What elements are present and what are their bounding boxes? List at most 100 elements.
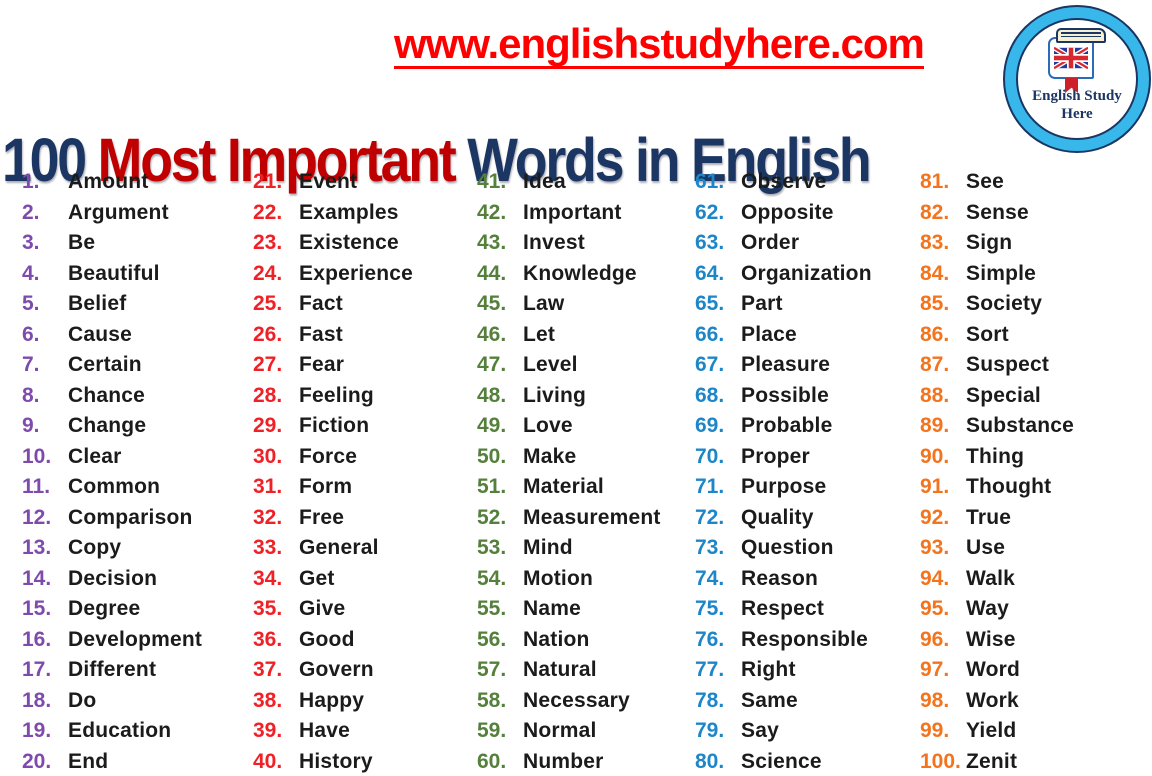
item-word: Necessary bbox=[523, 688, 630, 712]
item-number: 31. bbox=[253, 475, 283, 499]
item-number: 62. bbox=[695, 200, 725, 224]
item-number: 55. bbox=[477, 597, 507, 621]
item-word: Give bbox=[299, 597, 346, 621]
word-list-item: 79. Say bbox=[695, 719, 872, 743]
item-number: 70. bbox=[695, 444, 725, 468]
item-word: Amount bbox=[68, 170, 149, 193]
book-cover bbox=[1048, 37, 1094, 79]
website-url-link[interactable]: www.englishstudyhere.com bbox=[394, 21, 925, 70]
item-word: Examples bbox=[299, 200, 399, 224]
item-number: 25. bbox=[253, 292, 283, 316]
item-word: Sort bbox=[966, 322, 1009, 346]
word-list-item: 32. Free bbox=[253, 506, 413, 530]
item-word: Argument bbox=[68, 200, 169, 224]
item-number: 12. bbox=[22, 505, 52, 529]
word-list-item: 95. Way bbox=[920, 597, 1074, 621]
item-word: Sense bbox=[966, 200, 1029, 224]
word-list-item: 47. Level bbox=[477, 353, 661, 377]
item-word: Quality bbox=[741, 505, 814, 529]
word-list-item: 45. Law bbox=[477, 292, 661, 316]
item-word: Work bbox=[966, 688, 1019, 712]
item-word: Proper bbox=[741, 444, 810, 468]
word-list-item: 38. Happy bbox=[253, 689, 413, 713]
english-study-here-logo: English Study Here bbox=[1003, 5, 1151, 153]
item-number: 73. bbox=[695, 536, 725, 560]
word-list-item: 12. Comparison bbox=[22, 506, 202, 530]
word-list-item: 44. Knowledge bbox=[477, 262, 661, 286]
item-word: Form bbox=[299, 475, 353, 499]
word-list-item: 93. Use bbox=[920, 536, 1074, 560]
item-word: Fast bbox=[299, 322, 343, 346]
item-word: Simple bbox=[966, 261, 1037, 285]
item-word: Belief bbox=[68, 292, 127, 316]
item-word: End bbox=[68, 749, 109, 773]
word-list-item: 25. Fact bbox=[253, 292, 413, 316]
item-number: 64. bbox=[695, 261, 725, 285]
word-list-item: 48. Living bbox=[477, 384, 661, 408]
item-word: Reason bbox=[741, 566, 819, 590]
word-list-item: 19. Education bbox=[22, 719, 202, 743]
item-word: Knowledge bbox=[523, 261, 637, 285]
item-number: 4. bbox=[22, 261, 40, 285]
item-word: Thought bbox=[966, 475, 1052, 499]
item-word: Way bbox=[966, 597, 1009, 621]
word-list-item: 50. Make bbox=[477, 445, 661, 469]
word-list-item: 92. True bbox=[920, 506, 1074, 530]
word-list-item: 61. Observe bbox=[695, 170, 872, 194]
logo-text: English Study Here bbox=[1032, 87, 1122, 123]
word-list-item: 76. Responsible bbox=[695, 628, 872, 652]
item-number: 7. bbox=[22, 353, 40, 377]
item-number: 15. bbox=[22, 597, 52, 621]
item-word: Certain bbox=[68, 353, 142, 377]
item-word: Zenit bbox=[966, 749, 1018, 773]
word-list-item: 9. Change bbox=[22, 414, 202, 438]
item-word: Question bbox=[741, 536, 834, 560]
word-column-5: 81. See 82. Sense 83. Sign 84. Simple 85. Society… bbox=[920, 170, 1074, 774]
word-list-item: 80. Science bbox=[695, 750, 872, 774]
item-word: Cause bbox=[68, 322, 133, 346]
item-word: Different bbox=[68, 658, 157, 682]
item-word: Number bbox=[523, 749, 604, 773]
item-number: 50. bbox=[477, 444, 507, 468]
word-list-item: 23. Existence bbox=[253, 231, 413, 255]
item-number: 14. bbox=[22, 566, 52, 590]
item-word: Change bbox=[68, 414, 147, 438]
item-word: See bbox=[966, 170, 1004, 193]
item-number: 49. bbox=[477, 414, 507, 438]
item-number: 23. bbox=[253, 231, 283, 255]
item-word: Say bbox=[741, 719, 779, 743]
item-number: 30. bbox=[253, 444, 283, 468]
item-number: 34. bbox=[253, 566, 283, 590]
word-list-item: 4. Beautiful bbox=[22, 262, 202, 286]
item-word: Decision bbox=[68, 566, 158, 590]
word-list-item: 83. Sign bbox=[920, 231, 1074, 255]
word-list-item: 64. Organization bbox=[695, 262, 872, 286]
item-word: Thing bbox=[966, 444, 1025, 468]
item-number: 11. bbox=[22, 475, 51, 499]
item-number: 96. bbox=[920, 627, 950, 651]
word-list-item: 94. Walk bbox=[920, 567, 1074, 591]
item-word: Development bbox=[68, 627, 203, 651]
word-list-item: 91. Thought bbox=[920, 475, 1074, 499]
item-number: 91. bbox=[920, 475, 950, 499]
item-word: Science bbox=[741, 749, 822, 773]
item-number: 92. bbox=[920, 505, 950, 529]
uk-flag-icon bbox=[1054, 47, 1088, 69]
item-number: 26. bbox=[253, 322, 283, 346]
item-word: Be bbox=[68, 231, 96, 255]
word-list-item: 82. Sense bbox=[920, 201, 1074, 225]
item-word: Part bbox=[741, 292, 783, 316]
word-list-item: 7. Certain bbox=[22, 353, 202, 377]
word-list-item: 35. Give bbox=[253, 597, 413, 621]
item-number: 16. bbox=[22, 627, 52, 651]
word-list-item: 51. Material bbox=[477, 475, 661, 499]
book-pages bbox=[1056, 28, 1106, 43]
word-list-item: 21. Event bbox=[253, 170, 413, 194]
word-list-item: 41. Idea bbox=[477, 170, 661, 194]
item-word: Have bbox=[299, 719, 351, 743]
title-part-3: Words in English bbox=[467, 125, 871, 194]
item-number: 5. bbox=[22, 292, 40, 316]
item-word: Motion bbox=[523, 566, 594, 590]
word-list-item: 5. Belief bbox=[22, 292, 202, 316]
item-number: 46. bbox=[477, 322, 507, 346]
